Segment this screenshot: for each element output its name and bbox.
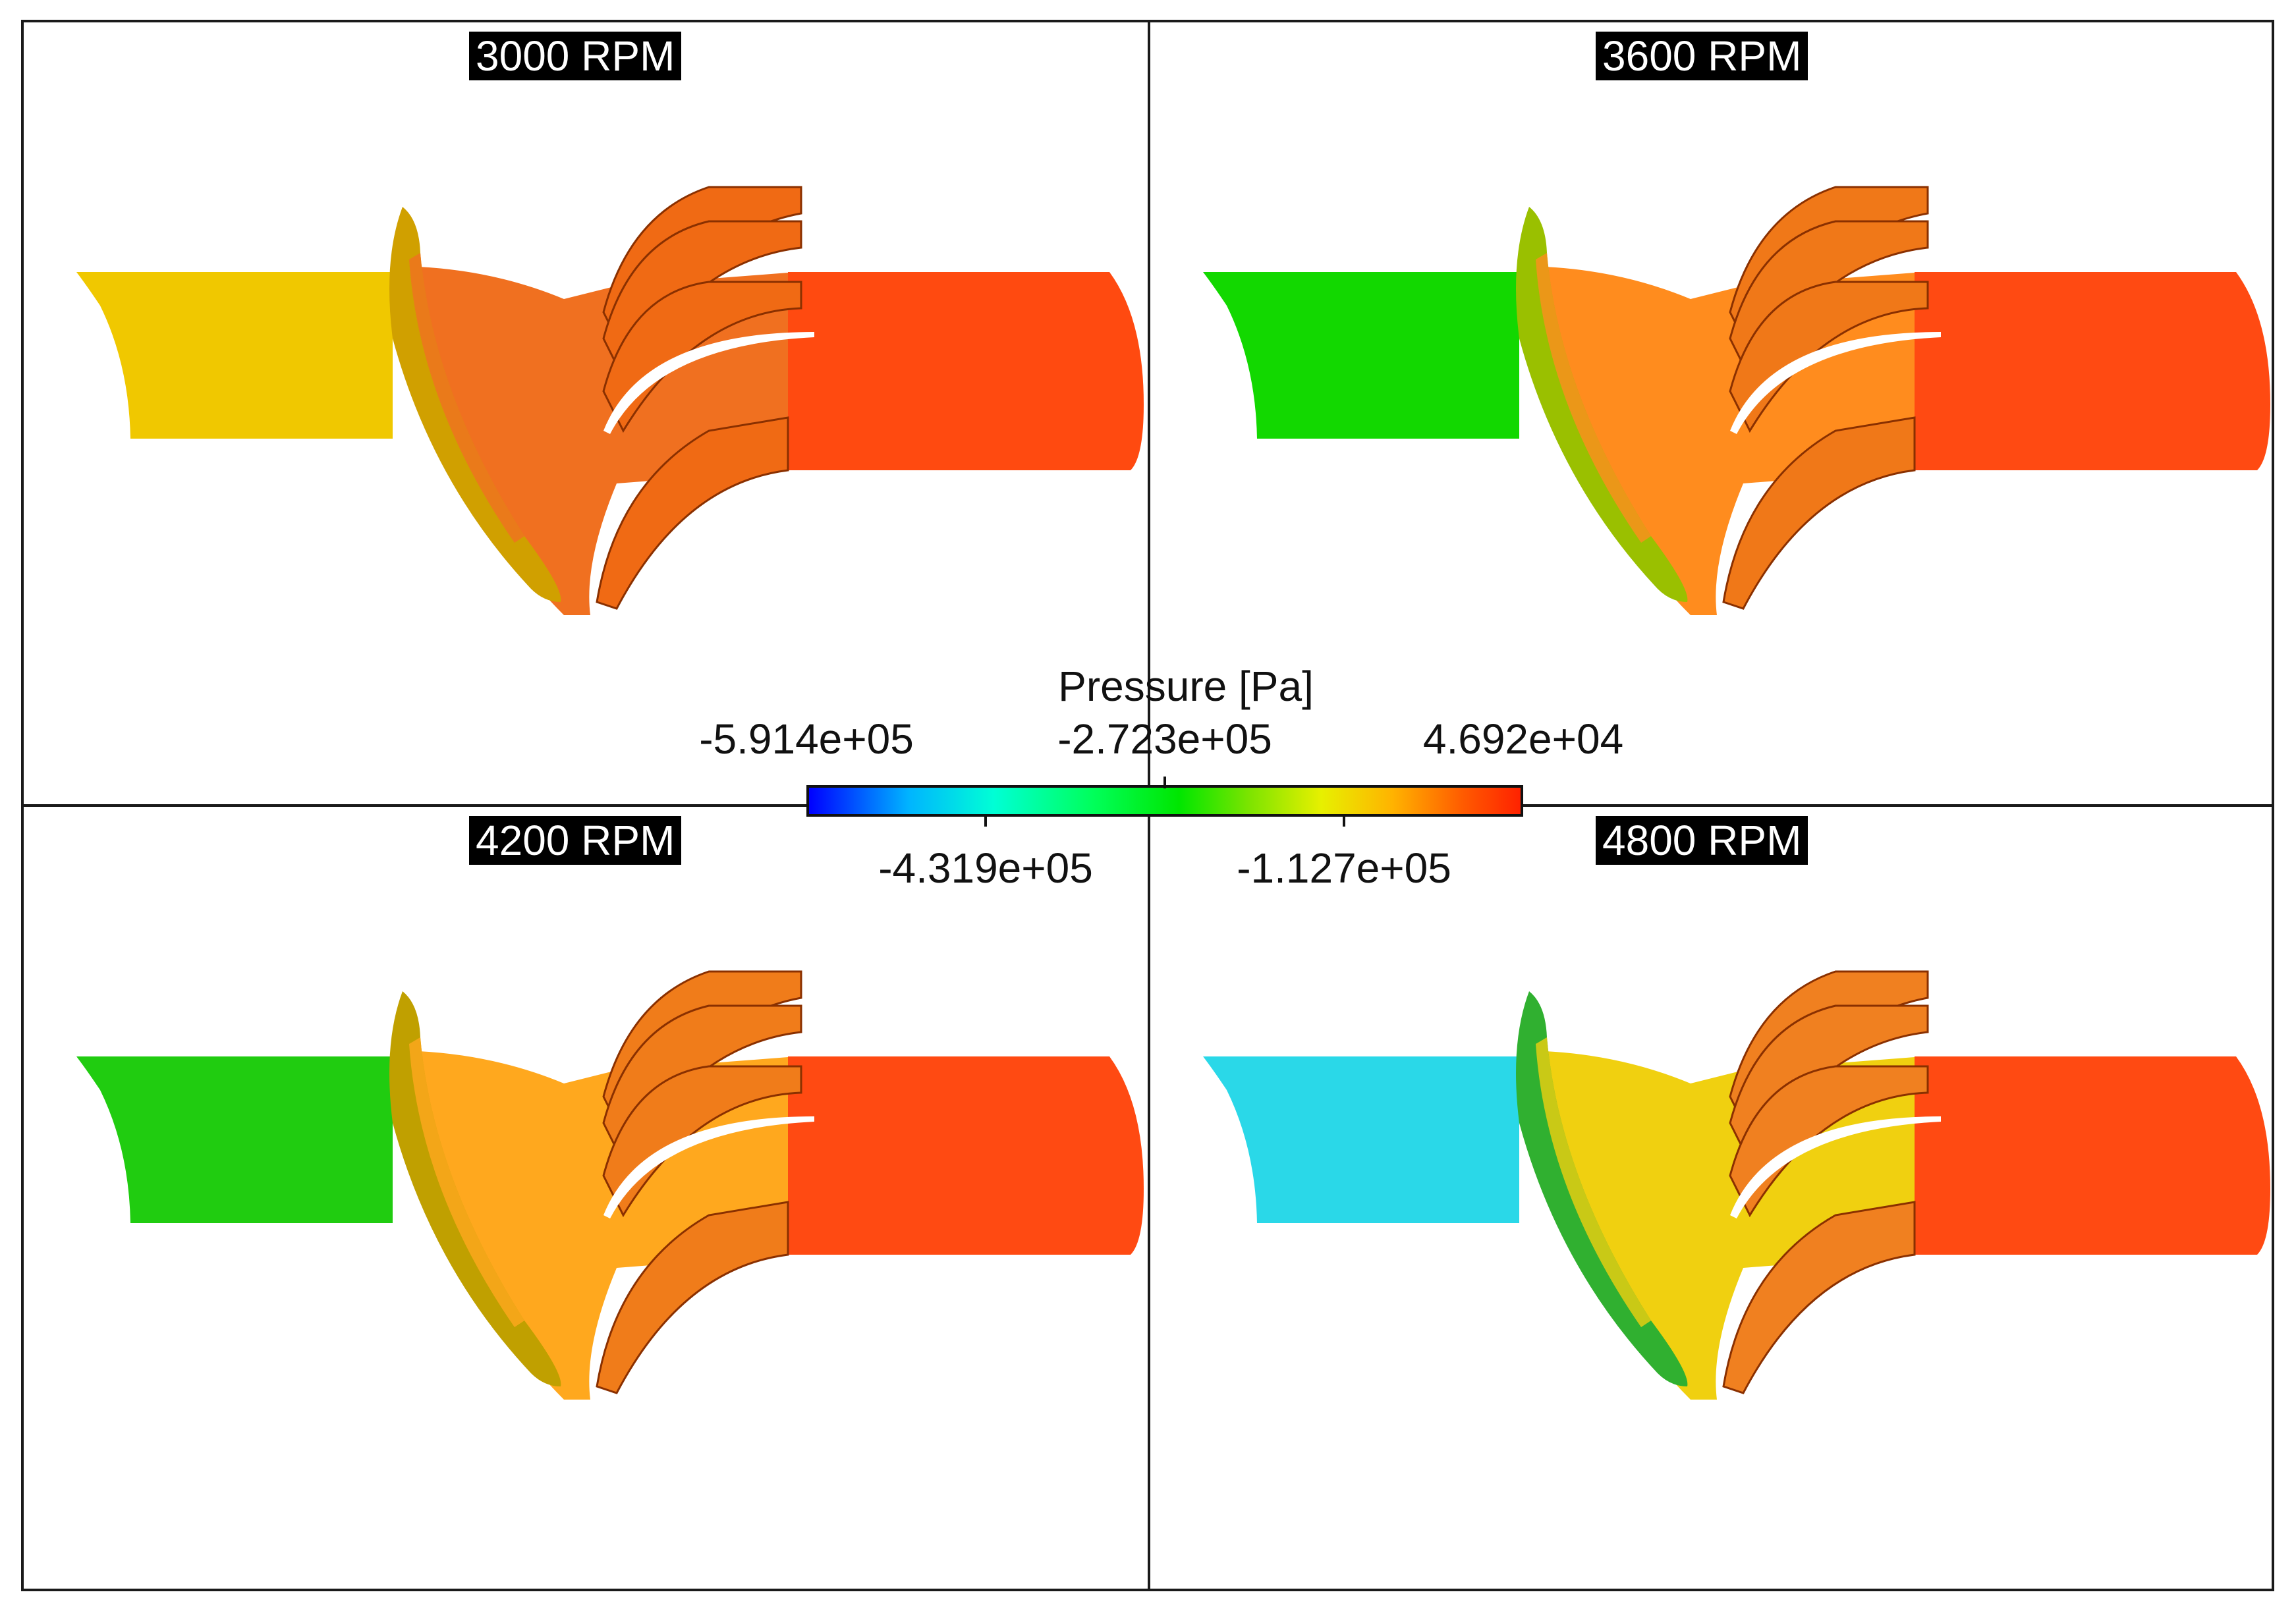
rpm-label: 3600 RPM [1596,32,1808,80]
legend-tick-label: -1.127e+05 [1237,844,1451,892]
rotor-blade-face [1536,1037,1651,1327]
colorbar-tick [984,815,987,827]
colorbar [806,785,1523,817]
rotor-blade [389,207,561,602]
inlet-pipe [76,1056,393,1223]
pressure-contour-render [76,970,1144,1400]
legend-tick-label: -4.319e+05 [878,844,1093,892]
legend-tick-label: -2.723e+05 [1057,715,1272,763]
vane-highlight [603,1116,814,1218]
inlet-pipe [76,272,393,439]
vane-highlight [1730,332,1941,434]
colorbar-tick [1163,777,1166,788]
rotor-blade [389,991,561,1386]
vane-highlight [603,332,814,434]
inlet-pipe [1203,272,1519,439]
rpm-label: 4200 RPM [469,816,682,865]
pressure-contour-render [1203,186,2270,615]
inlet-pipe [1203,1056,1519,1223]
rotor-blade-face [409,253,524,543]
legend-tick-label: -5.914e+05 [699,715,914,763]
colorbar-tick [1343,815,1345,827]
rpm-label: 3000 RPM [469,32,682,80]
rpm-label: 4800 RPM [1596,816,1808,865]
rotor-blade [1516,207,1688,602]
diffuser-vane [596,1201,789,1394]
panel-bottom-right: 4800 RPM [1150,807,2277,1591]
rotor-blade [1516,991,1688,1386]
rotor-blade-face [409,1037,524,1327]
diffuser-vane [596,416,789,610]
outlet-pipe [1915,272,2270,470]
pressure-contour-render [1203,970,2270,1400]
legend-tick-label: 4.692e+04 [1422,715,1624,763]
diffuser-vane [1722,1201,1916,1394]
outlet-pipe [788,1056,1144,1255]
vane-highlight [1730,1116,1941,1218]
outlet-pipe [788,272,1144,470]
outlet-pipe [1915,1056,2270,1255]
panel-bottom-left: 4200 RPM [24,807,1150,1591]
diffuser-vane [1722,416,1916,610]
panel-top-left: 3000 RPM [24,22,1150,806]
pressure-contour-render [76,186,1144,615]
legend-title: Pressure [Pa] [1058,663,1314,710]
pressure-legend: Pressure [Pa] -5.914e+05 -2.723e+05 4.69… [699,662,1623,899]
rotor-blade-face [1536,253,1651,543]
panel-top-right: 3600 RPM [1150,22,2277,806]
